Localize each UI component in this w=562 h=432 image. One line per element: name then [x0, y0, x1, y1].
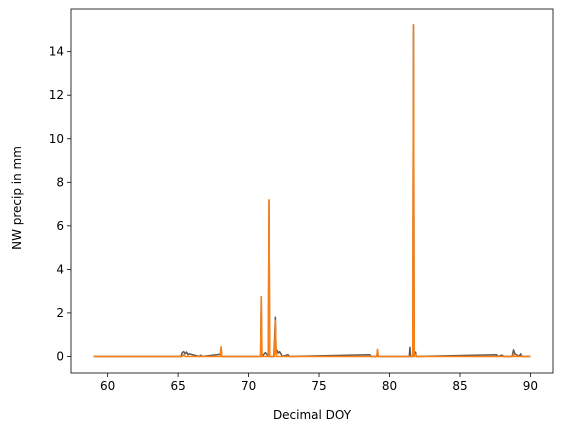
y-axis-label: NW precip in mm: [10, 146, 24, 250]
x-tick-label: 90: [523, 379, 538, 393]
y-tick-label: 10: [49, 132, 64, 146]
y-tick-label: 0: [56, 349, 64, 363]
x-tick-label: 65: [170, 379, 185, 393]
series-line-1: [93, 24, 531, 358]
x-tick-label: 85: [452, 379, 467, 393]
y-tick-label: 4: [56, 262, 64, 276]
series-line-2: [93, 23, 531, 358]
plot-frame: [70, 8, 554, 374]
y-tick-label: 6: [56, 219, 64, 233]
axes-layer: 60 65 70 75 80 85 90 0 2 4 6 8 10 12 14: [49, 8, 554, 393]
x-tick-label: 60: [100, 379, 115, 393]
x-tick-label: 80: [382, 379, 397, 393]
series-layer: [93, 23, 531, 358]
x-axis-label: Decimal DOY: [273, 408, 352, 422]
y-tick-label: 12: [49, 88, 64, 102]
y-tick-label: 2: [56, 306, 64, 320]
y-tick-label: 14: [49, 45, 64, 59]
y-tick-label: 8: [56, 175, 64, 189]
x-tick-label: 75: [311, 379, 326, 393]
x-tick-label: 70: [241, 379, 256, 393]
